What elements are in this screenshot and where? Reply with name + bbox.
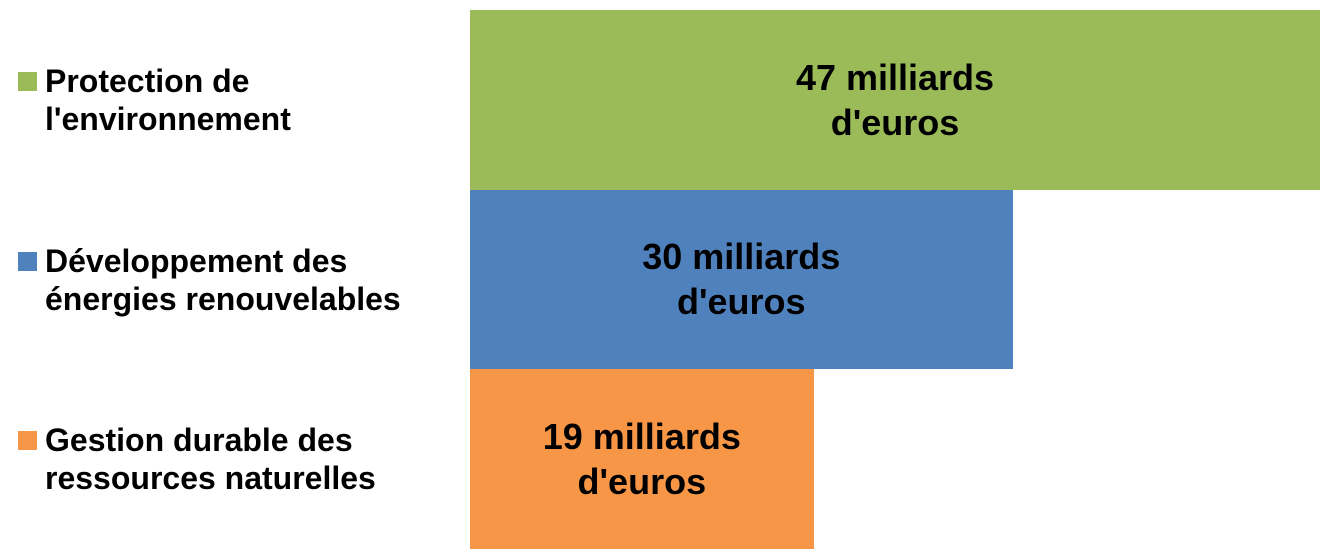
bar: 30 milliards d'euros bbox=[470, 189, 1013, 370]
data-label: 30 milliards d'euros bbox=[642, 236, 841, 323]
bar: 47 milliards d'euros bbox=[470, 10, 1320, 190]
data-label: 19 milliards d'euros bbox=[542, 416, 741, 503]
data-label: 47 milliards d'euros bbox=[795, 56, 995, 143]
legend-entry: Gestion durable des ressources naturelle… bbox=[18, 421, 448, 497]
legend-entry: Développement des énergies renouvelables bbox=[18, 242, 448, 318]
category-label: Gestion durable des ressources naturelle… bbox=[45, 422, 376, 497]
category-label: Développement des énergies renouvelables bbox=[45, 242, 401, 317]
category-label: Protection de l'environnement bbox=[45, 62, 291, 137]
legend-swatch bbox=[18, 71, 37, 91]
legend-entry: Protection de l'environnement bbox=[18, 62, 448, 138]
legend-swatch bbox=[18, 251, 37, 271]
legend-swatch bbox=[18, 431, 37, 451]
bar: 19 milliards d'euros bbox=[470, 369, 814, 549]
